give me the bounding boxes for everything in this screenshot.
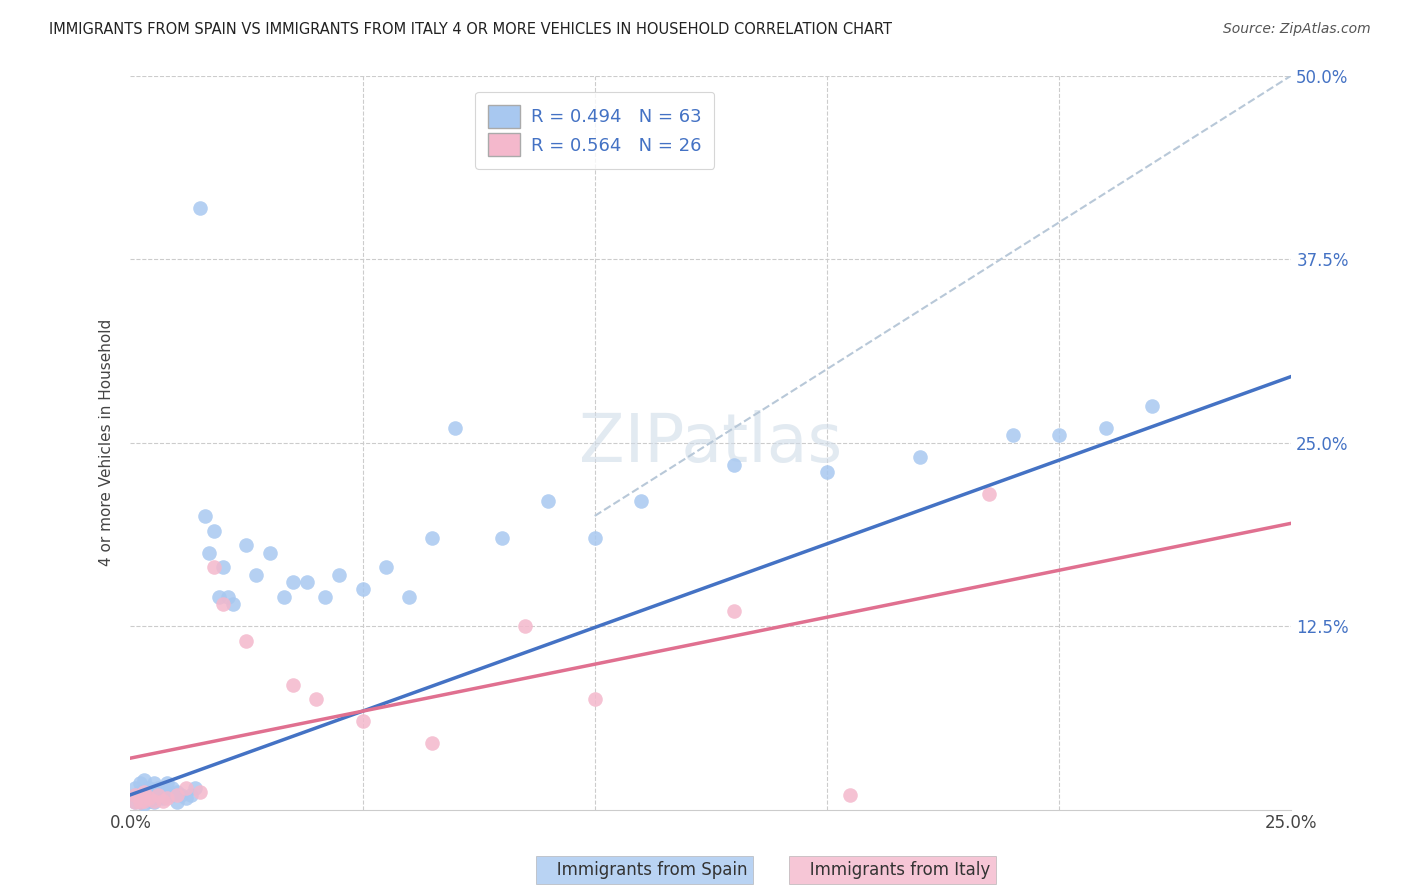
Point [723, 458, 745, 472]
Point [281, 678, 304, 692]
Point [180, 788, 202, 802]
Point [259, 546, 281, 560]
Legend: R = 0.494   N = 63, R = 0.564   N = 26: R = 0.494 N = 63, R = 0.564 N = 26 [475, 92, 714, 169]
Point [138, 794, 160, 808]
Point [352, 714, 374, 729]
Text: IMMIGRANTS FROM SPAIN VS IMMIGRANTS FROM ITALY 4 OR MORE VEHICLES IN HOUSEHOLD C: IMMIGRANTS FROM SPAIN VS IMMIGRANTS FROM… [49, 22, 893, 37]
Point [134, 797, 156, 811]
Point [142, 788, 165, 802]
Point [420, 531, 443, 545]
Point [124, 795, 146, 809]
Point [128, 776, 150, 790]
Point [188, 201, 211, 215]
Point [583, 531, 606, 545]
Point [134, 773, 156, 788]
Point [513, 619, 536, 633]
Text: Source: ZipAtlas.com: Source: ZipAtlas.com [1223, 22, 1371, 37]
Point [152, 794, 174, 808]
Point [305, 692, 328, 706]
Point [134, 785, 156, 799]
Point [491, 531, 513, 545]
Point [217, 590, 239, 604]
Point [160, 780, 183, 795]
Text: Immigrants from Italy: Immigrants from Italy [794, 861, 991, 879]
Point [273, 590, 295, 604]
Point [138, 790, 160, 805]
Point [1094, 421, 1116, 435]
Point [134, 785, 156, 799]
Point [723, 604, 745, 618]
Point [166, 788, 188, 802]
Point [152, 780, 174, 795]
Point [908, 450, 931, 465]
Point [124, 788, 146, 802]
Point [174, 790, 197, 805]
Point [537, 494, 560, 508]
Y-axis label: 4 or more Vehicles in Household: 4 or more Vehicles in Household [100, 319, 114, 566]
Point [207, 590, 229, 604]
Point [374, 560, 396, 574]
Point [1047, 428, 1070, 442]
Point [198, 546, 221, 560]
Point [124, 788, 146, 802]
Point [212, 560, 235, 574]
Point [1001, 428, 1024, 442]
Point [134, 794, 156, 808]
Point [142, 794, 165, 808]
Point [212, 597, 235, 611]
Point [156, 790, 179, 805]
Point [138, 780, 160, 795]
Point [128, 795, 150, 809]
Point [124, 795, 146, 809]
Point [156, 776, 179, 790]
Point [420, 736, 443, 750]
Point [148, 790, 170, 805]
Point [148, 788, 170, 802]
Point [142, 776, 165, 790]
Point [1140, 399, 1163, 413]
Point [166, 795, 188, 809]
Point [134, 790, 156, 805]
Point [128, 790, 150, 805]
Point [630, 494, 652, 508]
Point [839, 788, 862, 802]
Point [398, 590, 420, 604]
Point [194, 508, 217, 523]
Text: Immigrants from Spain: Immigrants from Spain [541, 861, 748, 879]
Point [142, 795, 165, 809]
Point [815, 465, 838, 479]
Point [281, 574, 304, 589]
Point [245, 567, 267, 582]
Point [160, 788, 183, 802]
Point [221, 597, 243, 611]
Point [202, 560, 225, 574]
Point [128, 785, 150, 799]
Point [174, 780, 197, 795]
Point [295, 574, 318, 589]
Point [235, 633, 257, 648]
Point [202, 524, 225, 538]
Point [188, 785, 211, 799]
Point [444, 421, 467, 435]
Point [166, 785, 188, 799]
Point [352, 582, 374, 597]
Point [314, 590, 336, 604]
Point [156, 788, 179, 802]
Point [170, 788, 193, 802]
Text: ZIPatlas: ZIPatlas [579, 409, 842, 475]
Point [148, 780, 170, 795]
Point [138, 788, 160, 802]
Point [979, 487, 1001, 501]
Point [583, 692, 606, 706]
Point [184, 780, 207, 795]
Point [128, 788, 150, 802]
Point [235, 538, 257, 552]
Point [128, 795, 150, 809]
Point [152, 790, 174, 805]
Point [124, 780, 146, 795]
Point [328, 567, 350, 582]
